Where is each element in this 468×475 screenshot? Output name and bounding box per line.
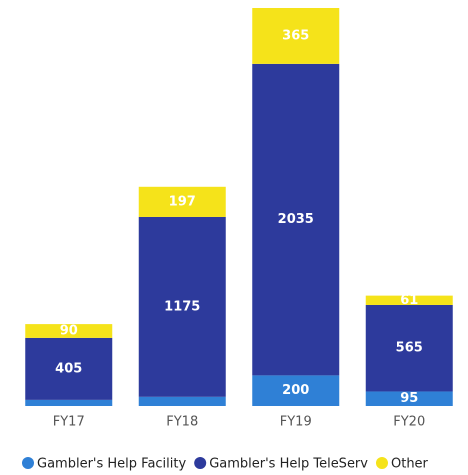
x-tick-label: FY20 xyxy=(393,415,425,430)
legend-label: Gambler's Help TeleServ xyxy=(209,457,368,472)
bar-segment xyxy=(138,396,226,406)
legend-label: Other xyxy=(391,457,429,472)
value-label: 365 xyxy=(282,28,309,43)
x-tick-label: FY18 xyxy=(166,415,198,430)
bar-segment xyxy=(252,375,340,406)
value-label: 197 xyxy=(169,194,196,209)
bar-segment xyxy=(252,63,340,376)
value-label: 95 xyxy=(400,391,418,406)
value-label: 405 xyxy=(55,361,82,376)
bar-segment xyxy=(25,337,113,400)
legend-swatch xyxy=(194,457,207,469)
value-label: 200 xyxy=(282,383,309,398)
bar-segment xyxy=(365,295,453,305)
bar-segment xyxy=(138,186,226,217)
bar-segment xyxy=(25,324,113,338)
x-tick-label: FY17 xyxy=(53,415,85,430)
bar-segment xyxy=(365,391,453,406)
bar-segment xyxy=(25,399,113,406)
bar-segment xyxy=(252,8,340,64)
legend-swatch xyxy=(22,457,34,469)
bar-segment xyxy=(365,304,453,392)
bar-segment xyxy=(138,216,226,397)
value-label: 565 xyxy=(396,341,423,356)
x-tick-label: FY19 xyxy=(280,415,312,430)
legend-swatch xyxy=(375,457,388,469)
value-label: 1175 xyxy=(164,299,200,314)
value-label: 90 xyxy=(60,323,78,338)
value-label: 2035 xyxy=(278,212,314,227)
value-label: 61 xyxy=(400,293,418,308)
legend-label: Gambler's Help Facility xyxy=(37,457,186,472)
